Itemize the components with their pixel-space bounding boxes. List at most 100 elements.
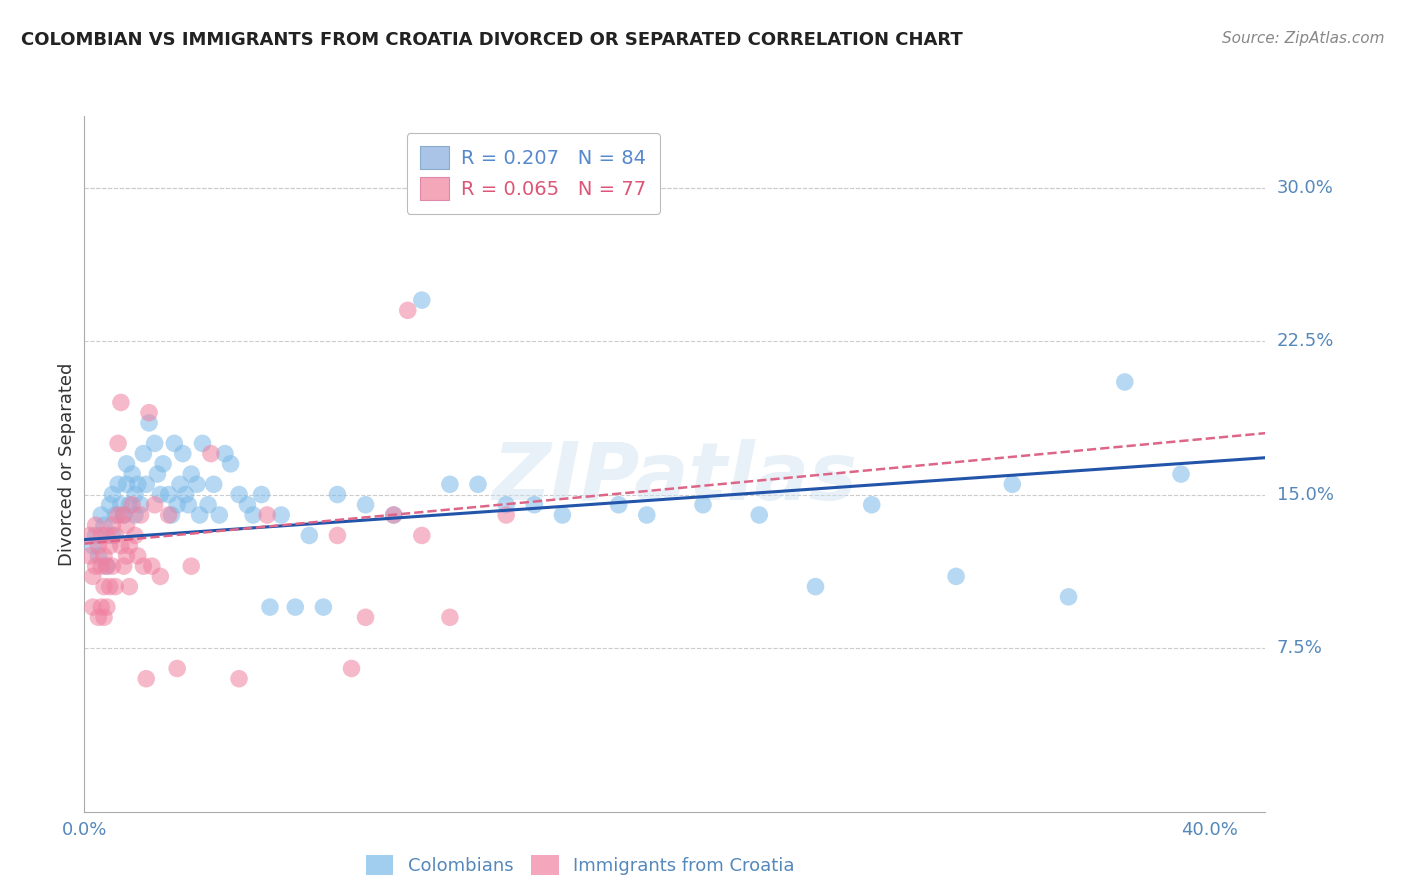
Point	[467, 477, 489, 491]
Point	[96, 528, 118, 542]
Point	[107, 436, 129, 450]
Point	[115, 457, 138, 471]
Point	[692, 498, 714, 512]
Point	[166, 661, 188, 675]
Point	[1170, 467, 1192, 481]
Point	[104, 528, 127, 542]
Point	[202, 477, 225, 491]
Point	[228, 672, 250, 686]
Legend: Colombians, Immigrants from Croatia: Colombians, Immigrants from Croatia	[359, 847, 801, 883]
Point	[945, 569, 967, 583]
Point	[186, 477, 208, 491]
Point	[82, 539, 104, 553]
Point	[93, 518, 115, 533]
Point	[219, 457, 242, 471]
Point	[82, 569, 104, 583]
Point	[90, 528, 112, 542]
Point	[143, 498, 166, 512]
Point	[127, 549, 149, 563]
Point	[411, 528, 433, 542]
Point	[326, 528, 349, 542]
Point	[860, 498, 883, 512]
Point	[166, 498, 188, 512]
Point	[112, 508, 135, 522]
Point	[340, 661, 363, 675]
Point	[87, 610, 110, 624]
Point	[326, 487, 349, 501]
Point	[270, 508, 292, 522]
Point	[110, 498, 132, 512]
Text: 7.5%: 7.5%	[1277, 639, 1323, 657]
Point	[135, 672, 157, 686]
Point	[174, 487, 197, 501]
Point	[250, 487, 273, 501]
Point	[129, 498, 152, 512]
Point	[135, 477, 157, 491]
Point	[636, 508, 658, 522]
Point	[200, 447, 222, 461]
Point	[115, 518, 138, 533]
Point	[284, 600, 307, 615]
Point	[118, 580, 141, 594]
Point	[191, 436, 214, 450]
Point	[104, 508, 127, 522]
Point	[242, 508, 264, 522]
Point	[197, 498, 219, 512]
Point	[607, 498, 630, 512]
Point	[138, 406, 160, 420]
Point	[101, 518, 124, 533]
Point	[96, 600, 118, 615]
Point	[98, 498, 121, 512]
Point	[149, 569, 172, 583]
Text: ZIPatlas: ZIPatlas	[492, 439, 858, 516]
Point	[298, 528, 321, 542]
Point	[93, 610, 115, 624]
Point	[256, 508, 278, 522]
Point	[312, 600, 335, 615]
Point	[439, 477, 461, 491]
Point	[411, 293, 433, 307]
Point	[82, 600, 104, 615]
Text: COLOMBIAN VS IMMIGRANTS FROM CROATIA DIVORCED OR SEPARATED CORRELATION CHART: COLOMBIAN VS IMMIGRANTS FROM CROATIA DIV…	[21, 31, 963, 49]
Point	[439, 610, 461, 624]
Point	[396, 303, 419, 318]
Point	[132, 559, 155, 574]
Point	[146, 467, 169, 481]
Point	[214, 447, 236, 461]
Point	[523, 498, 546, 512]
Point	[748, 508, 770, 522]
Point	[124, 508, 146, 522]
Point	[112, 508, 135, 522]
Point	[129, 508, 152, 522]
Point	[127, 477, 149, 491]
Point	[90, 600, 112, 615]
Point	[115, 549, 138, 563]
Point	[90, 559, 112, 574]
Point	[382, 508, 405, 522]
Point	[160, 508, 183, 522]
Point	[118, 498, 141, 512]
Point	[124, 528, 146, 542]
Point	[1001, 477, 1024, 491]
Text: Source: ZipAtlas.com: Source: ZipAtlas.com	[1222, 31, 1385, 46]
Point	[495, 508, 517, 522]
Point	[259, 600, 281, 615]
Point	[180, 467, 202, 481]
Point	[98, 580, 121, 594]
Point	[354, 610, 377, 624]
Point	[172, 447, 194, 461]
Text: 15.0%: 15.0%	[1277, 485, 1333, 504]
Point	[93, 549, 115, 563]
Point	[157, 508, 180, 522]
Point	[138, 416, 160, 430]
Point	[551, 508, 574, 522]
Point	[107, 508, 129, 522]
Y-axis label: Divorced or Separated: Divorced or Separated	[58, 362, 76, 566]
Point	[101, 559, 124, 574]
Point	[84, 518, 107, 533]
Point	[110, 395, 132, 409]
Point	[180, 559, 202, 574]
Point	[188, 508, 211, 522]
Point	[98, 539, 121, 553]
Point	[115, 477, 138, 491]
